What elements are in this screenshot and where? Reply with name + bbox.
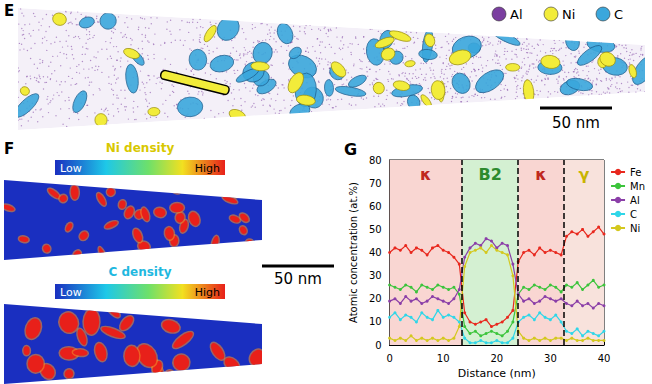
svg-text:C density: C density <box>108 265 171 279</box>
svg-text:Ni: Ni <box>630 223 640 234</box>
svg-text:κ: κ <box>535 165 546 184</box>
svg-text:20: 20 <box>490 353 503 364</box>
svg-text:High: High <box>195 286 220 299</box>
svg-text:80: 80 <box>369 155 382 166</box>
svg-text:0: 0 <box>375 340 381 351</box>
svg-text:60: 60 <box>369 201 382 212</box>
svg-text:C: C <box>614 7 623 22</box>
svg-text:F: F <box>4 140 14 158</box>
svg-text:70: 70 <box>369 178 382 189</box>
svg-text:50 nm: 50 nm <box>552 114 600 132</box>
svg-text:Ni density: Ni density <box>106 141 175 155</box>
svg-text:10: 10 <box>369 316 382 327</box>
html-text:G: G <box>344 140 358 159</box>
svg-text:Al: Al <box>630 195 640 206</box>
svg-text:30: 30 <box>369 270 382 281</box>
svg-text:0: 0 <box>386 353 392 364</box>
svg-text:40: 40 <box>598 353 611 364</box>
svg-text:High: High <box>195 162 220 175</box>
svg-text:Mn: Mn <box>630 181 645 192</box>
svg-text:Ni: Ni <box>562 7 575 22</box>
svg-text:30: 30 <box>544 353 557 364</box>
svg-text:50: 50 <box>369 224 382 235</box>
svg-text:Atomic concentration (at.%): Atomic concentration (at.%) <box>348 182 359 323</box>
svg-text:γ: γ <box>578 165 589 184</box>
svg-text:50 nm: 50 nm <box>274 270 322 288</box>
svg-text:κ: κ <box>420 165 431 184</box>
svg-text:20: 20 <box>369 293 382 304</box>
svg-text:B2: B2 <box>478 165 501 184</box>
svg-text:Fe: Fe <box>630 167 641 178</box>
svg-text:10: 10 <box>437 353 450 364</box>
svg-text:40: 40 <box>369 247 382 258</box>
svg-text:Low: Low <box>60 286 82 299</box>
svg-text:E: E <box>4 2 14 20</box>
svg-text:C: C <box>630 209 637 220</box>
svg-text:Low: Low <box>60 162 82 175</box>
svg-text:Al: Al <box>510 7 523 22</box>
svg-text:Distance (nm): Distance (nm) <box>458 367 536 380</box>
